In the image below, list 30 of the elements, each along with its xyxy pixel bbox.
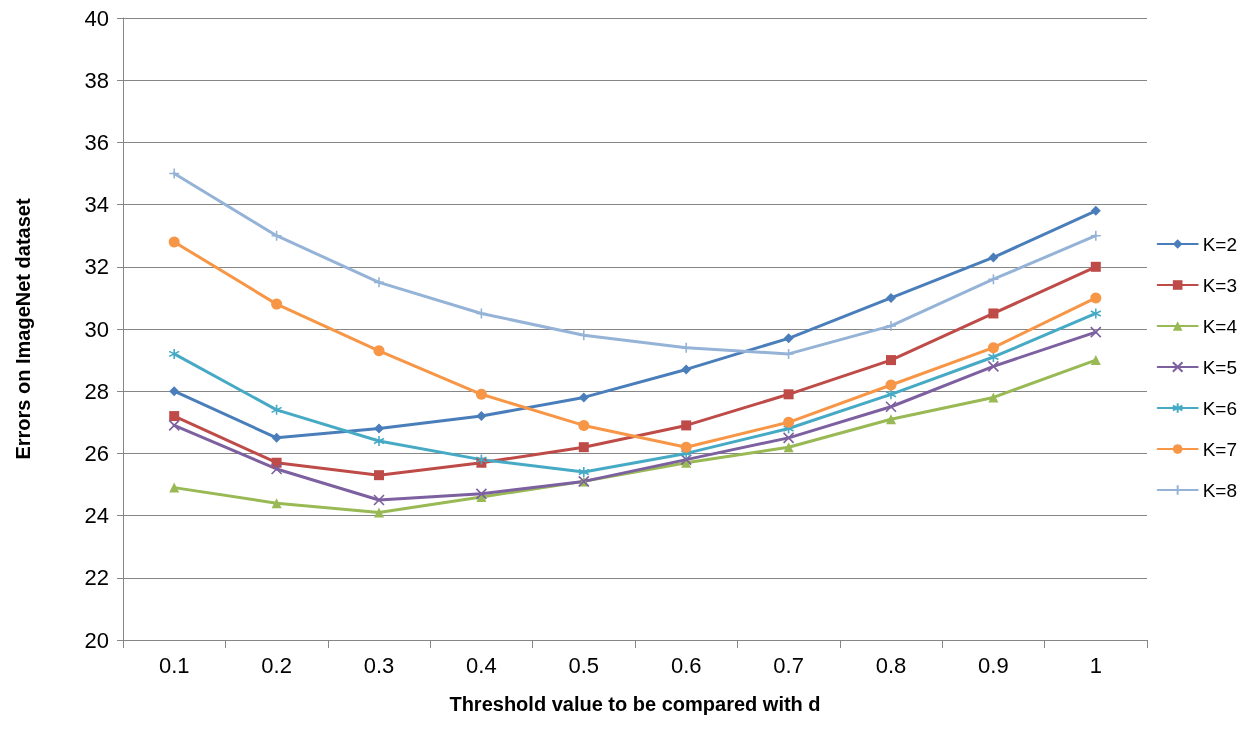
legend-label: K=6 (1202, 397, 1238, 419)
y-tick-label: 20 (84, 627, 109, 653)
legend-label: K=3 (1202, 274, 1238, 296)
y-tick-label: 24 (84, 503, 109, 529)
legend-label: K=2 (1202, 233, 1238, 255)
x-tick-label: 0.1 (158, 652, 190, 678)
x-tick-label: 0.7 (773, 652, 804, 678)
y-tick-label: 38 (84, 67, 109, 93)
x-tick-label: 0.5 (568, 652, 600, 678)
x-tick-label: 0.4 (466, 652, 497, 678)
y-tick-label: 28 (84, 378, 109, 404)
x-tick-label: 0.2 (261, 652, 292, 678)
legend-label: K=8 (1202, 479, 1238, 501)
x-tick-label: 0.3 (363, 652, 395, 678)
y-tick-label: 32 (84, 254, 109, 280)
y-tick-label: 30 (84, 316, 109, 342)
y-tick-label: 22 (84, 565, 109, 591)
y-tick-label: 36 (84, 129, 109, 155)
x-axis-title: Threshold value to be compared with d (449, 693, 821, 715)
y-tick-label: 34 (84, 192, 109, 218)
x-tick-label: 0.8 (875, 652, 907, 678)
y-tick-label: 26 (84, 440, 109, 466)
x-tick-label: 0.6 (670, 652, 702, 678)
y-axis-title: Errors on ImageNet dataset (12, 198, 34, 460)
legend-label: K=4 (1202, 315, 1238, 337)
legend-label: K=5 (1202, 356, 1238, 378)
legend-label: K=7 (1202, 438, 1238, 460)
x-tick-label: 1 (1089, 652, 1102, 678)
x-tick-label: 0.9 (978, 652, 1009, 678)
y-tick-label: 40 (84, 5, 109, 31)
